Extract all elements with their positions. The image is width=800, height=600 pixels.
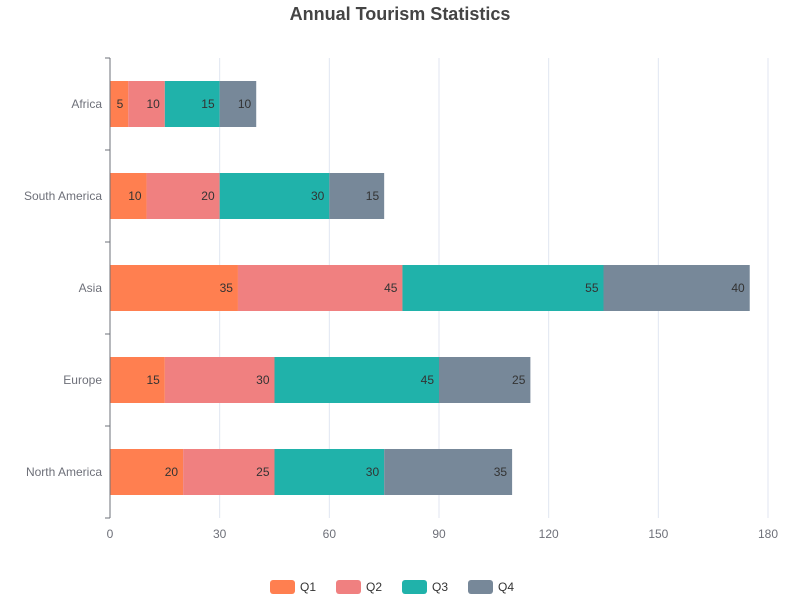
bar-q2 [183,449,275,495]
bar-q3 [164,81,220,127]
bar-q2 [128,81,165,127]
bar-q4 [603,265,750,311]
legend-swatch-q1 [270,580,295,594]
y-category-label: Europe [63,373,102,387]
bar-q4 [384,449,513,495]
data-label: 25 [256,465,270,479]
data-label: 35 [220,281,234,295]
bar-q1 [110,173,147,219]
x-tick-label: 60 [323,527,337,541]
bar-q3 [274,449,385,495]
bar-q4 [329,173,385,219]
x-tick-label: 0 [107,527,114,541]
x-tick-label: 120 [539,527,559,541]
legend: Q1 Q2 Q3 Q4 [270,580,514,594]
bar-q1 [110,265,238,311]
data-label: 15 [201,97,215,111]
data-label: 15 [366,189,380,203]
chart-title: Annual Tourism Statistics [289,4,511,24]
data-label: 45 [421,373,435,387]
x-tick-label: 150 [648,527,668,541]
bar-q4 [219,81,257,127]
y-category-label: Africa [71,97,102,111]
legend-label: Q1 [300,580,316,594]
bar-q3 [219,173,330,219]
bar-q4 [439,357,531,403]
data-label: 40 [731,281,745,295]
bar-q3 [402,265,604,311]
legend-swatch-q2 [336,580,361,594]
data-label: 45 [384,281,398,295]
data-label: 35 [494,465,508,479]
x-tick-label: 90 [432,527,446,541]
data-label: 55 [585,281,599,295]
legend-label: Q4 [498,580,514,594]
x-tick-label: 180 [758,527,778,541]
data-label: 30 [256,373,270,387]
bar-q1 [110,81,129,127]
y-category-label: Asia [79,281,103,295]
bar-q1 [110,357,165,403]
data-label: 30 [366,465,380,479]
data-label: 10 [128,189,142,203]
data-label: 30 [311,189,325,203]
legend-label: Q2 [366,580,382,594]
legend-label: Q3 [432,580,448,594]
bar-q2 [237,265,403,311]
data-label: 15 [146,373,160,387]
data-label: 10 [146,97,160,111]
legend-swatch-q3 [402,580,427,594]
bar-q1 [110,449,184,495]
data-label: 10 [238,97,252,111]
data-label: 25 [512,373,526,387]
bar-q2 [164,357,275,403]
legend-swatch-q4 [468,580,493,594]
bar-q2 [146,173,220,219]
data-label: 20 [201,189,215,203]
axes: 0 30 60 90 120 150 180 Africa South America Asia E… [24,57,778,541]
bars: 5 10 15 10 10 20 30 15 35 45 55 40 15 30 45 25 20 25 30 35 [110,81,750,495]
data-label: 20 [165,465,179,479]
x-tick-label: 30 [213,527,227,541]
data-label: 5 [117,97,124,111]
y-category-label: North America [26,465,102,479]
bar-q3 [274,357,439,403]
y-category-label: South America [24,189,102,203]
